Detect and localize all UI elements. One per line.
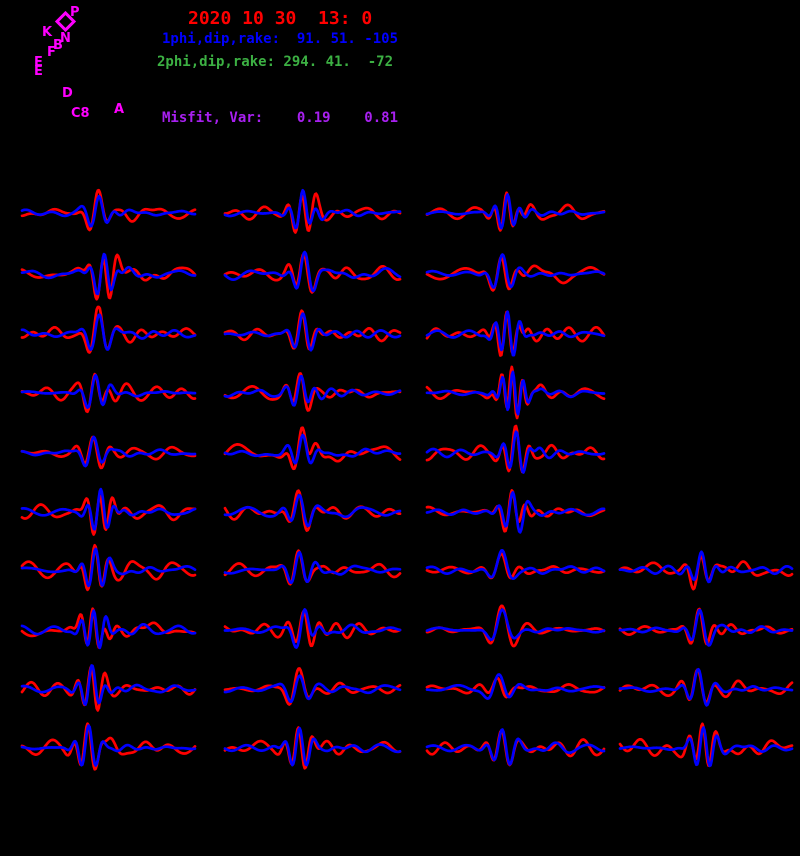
- observed-trace-red: [223, 372, 402, 412]
- synthetic-trace-blue: [223, 726, 402, 767]
- synthetic-trace-blue: [425, 673, 606, 700]
- synthetic-trace-blue: [618, 667, 794, 707]
- observed-trace-red: [223, 192, 402, 234]
- synthetic-trace-blue: [223, 250, 402, 293]
- station-label: N: [60, 31, 71, 46]
- synthetic-trace-blue: [223, 674, 402, 703]
- synthetic-trace-blue: [20, 547, 197, 588]
- synthetic-trace-blue: [20, 194, 197, 228]
- synthetic-trace-blue: [223, 374, 402, 407]
- synthetic-trace-blue: [425, 491, 606, 534]
- observed-trace-red: [223, 609, 402, 648]
- observed-trace-red: [223, 667, 402, 706]
- synthetic-trace-blue: [20, 373, 197, 409]
- synthetic-trace-blue: [223, 608, 402, 649]
- synthetic-trace-blue: [425, 548, 606, 580]
- synthetic-trace-blue: [223, 188, 402, 230]
- synthetic-trace-blue: [20, 664, 197, 706]
- station-label: B: [53, 38, 63, 53]
- observed-trace-red: [425, 552, 606, 580]
- observed-trace-red: [223, 309, 402, 351]
- station-label: C8: [71, 106, 90, 121]
- observed-trace-red: [20, 722, 197, 771]
- station-label: A: [114, 102, 125, 117]
- misfit-variance-label: Misfit, Var: 0.19 0.81: [162, 110, 399, 126]
- station-label: E: [34, 55, 43, 70]
- observed-trace-red: [20, 543, 197, 592]
- station-label: K: [42, 25, 53, 40]
- synthetic-trace-blue: [425, 430, 606, 474]
- event-datetime: 2020 10 30 13: 0: [188, 8, 373, 29]
- observed-trace-red: [20, 188, 197, 232]
- station-label: D: [62, 86, 73, 101]
- synthetic-trace-blue: [20, 609, 197, 650]
- station-label: E: [34, 64, 43, 79]
- observed-trace-red: [425, 604, 606, 648]
- synthetic-trace-blue: [20, 724, 197, 767]
- synthetic-trace-blue: [425, 370, 606, 416]
- station-map: P K N B F E E D C8 A: [0, 0, 160, 140]
- nodal-plane-2-label: 2phi,dip,rake: 294. 41. -72: [157, 54, 394, 70]
- synthetic-trace-blue: [425, 253, 606, 289]
- synthetic-trace-blue: [20, 313, 197, 351]
- station-label: P: [70, 5, 80, 20]
- synthetic-trace-blue: [223, 312, 402, 352]
- synthetic-trace-blue: [618, 726, 794, 768]
- synthetic-trace-blue: [425, 728, 606, 766]
- synthetic-trace-blue: [20, 487, 197, 531]
- observed-trace-red: [618, 668, 794, 704]
- synthetic-trace-blue: [223, 550, 402, 585]
- synthetic-trace-blue: [223, 433, 402, 465]
- synthetic-trace-blue: [618, 550, 794, 584]
- synthetic-trace-blue: [20, 252, 197, 296]
- synthetic-trace-blue: [20, 435, 197, 468]
- synthetic-trace-blue: [425, 193, 606, 230]
- nodal-plane-1-label: 1phi,dip,rake: 91. 51. -105: [162, 31, 399, 47]
- synthetic-trace-blue: [425, 608, 606, 641]
- synthetic-trace-blue: [618, 608, 794, 647]
- station-label: F: [47, 45, 56, 60]
- observed-trace-red: [20, 253, 197, 301]
- synthetic-trace-blue: [425, 310, 606, 357]
- synthetic-trace-blue: [223, 493, 402, 528]
